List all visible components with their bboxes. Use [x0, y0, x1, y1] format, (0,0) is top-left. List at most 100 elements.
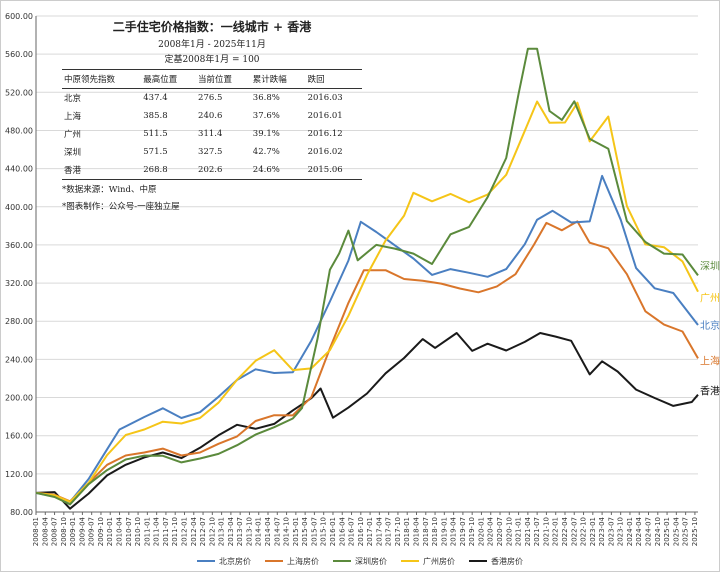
- x-tick-label: 2016-04: [338, 516, 346, 546]
- x-tick-label: 2024-07: [645, 517, 653, 546]
- x-tick-label: 2021-07: [533, 517, 541, 546]
- y-tick-label: 440.00: [5, 165, 33, 174]
- x-tick-label: 2020-01: [477, 517, 485, 546]
- x-axis: 2008-01 2008-04 2008-07 2008-10 2009-01 2009-…: [32, 511, 699, 546]
- x-tick-label: 2019-04: [450, 516, 458, 546]
- x-tick-label: 2019-10: [468, 517, 476, 546]
- table-row: 深圳 571.5 327.5 42.7% 2016.02: [62, 143, 362, 161]
- table-cell: 437.4: [143, 93, 168, 103]
- table-header: 最高位置: [141, 69, 197, 89]
- chart-title: 二手住宅价格指数：一线城市 + 香港: [112, 20, 312, 34]
- x-tick-label: 2023-10: [617, 517, 625, 546]
- table-header-row: 中原领先指数 最高位置 当前位置 累计跌幅 跌回: [62, 69, 362, 89]
- x-tick-label: 2014-04: [264, 516, 272, 546]
- y-tick-label: 80.00: [10, 508, 33, 517]
- legend-label: 香港房价: [491, 556, 523, 566]
- summary-table: 中原领先指数 最高位置 当前位置 累计跌幅 跌回 北京 437.4 276.5 …: [62, 69, 362, 180]
- source-note: *数据来源：Wind、中原: [62, 185, 157, 195]
- table-cell: 39.1%: [252, 129, 280, 139]
- table-cell: 2016.02: [307, 147, 343, 157]
- y-tick-label: 560.00: [5, 50, 33, 59]
- table-cell: 深圳: [64, 148, 82, 158]
- series-end-label: 广州: [700, 293, 720, 305]
- x-tick-label: 2011-04: [153, 516, 161, 546]
- x-tick-label: 2022-10: [580, 517, 588, 546]
- x-tick-label: 2024-04: [635, 516, 643, 546]
- legend-label: 广州房价: [423, 556, 455, 566]
- table-header: 跌回: [305, 69, 362, 89]
- x-tick-label: 2020-07: [496, 517, 504, 546]
- x-tick-label: 2014-01: [255, 517, 263, 546]
- info-panel: 二手住宅价格指数：一线城市 + 香港 2008年1月 - 2025年11月 定基…: [62, 18, 362, 214]
- x-tick-label: 2018-01: [403, 517, 411, 546]
- x-tick-label: 2025-01: [663, 517, 671, 546]
- x-tick-label: 2013-07: [236, 517, 244, 546]
- x-tick-label: 2021-04: [524, 516, 532, 546]
- y-tick-label: 280.00: [5, 317, 33, 326]
- x-tick-label: 2021-10: [542, 517, 550, 546]
- table-cell: 42.7%: [252, 147, 280, 157]
- x-tick-label: 2012-10: [208, 517, 216, 546]
- x-tick-label: 2008-07: [51, 517, 59, 546]
- x-tick-label: 2020-10: [505, 517, 513, 546]
- x-tick-label: 2012-07: [199, 517, 207, 546]
- chart-subtitle: 2008年1月 - 2025年11月: [158, 40, 266, 50]
- y-tick-label: 200.00: [5, 394, 33, 403]
- table-cell: 276.5: [198, 93, 223, 103]
- x-tick-label: 2022-04: [561, 516, 569, 546]
- x-tick-label: 2022-01: [552, 517, 560, 546]
- x-tick-label: 2014-10: [283, 517, 291, 546]
- series-end-label: 上海: [700, 354, 720, 367]
- x-tick-label: 2025-10: [691, 517, 699, 546]
- legend-item: 香港房价: [469, 554, 523, 568]
- y-tick-label: 120.00: [5, 470, 33, 479]
- x-tick-label: 2025-07: [682, 517, 690, 546]
- x-tick-label: 2015-10: [320, 517, 328, 546]
- x-tick-label: 2020-04: [487, 516, 495, 546]
- table-header: 中原领先指数: [62, 69, 142, 89]
- table-header: 当前位置: [196, 69, 251, 89]
- x-tick-label: 2009-01: [69, 517, 77, 546]
- table-cell: 511.5: [143, 129, 168, 139]
- x-tick-label: 2021-01: [515, 517, 523, 546]
- table-cell: 2016.01: [307, 111, 343, 121]
- grid-layer: [36, 15, 698, 513]
- y-tick-label: 240.00: [5, 355, 33, 364]
- x-tick-label: 2011-10: [171, 517, 179, 546]
- x-tick-label: 2013-04: [227, 516, 235, 546]
- series-line: [35, 47, 699, 506]
- x-tick-label: 2010-04: [116, 516, 124, 546]
- legend: 北京房价 上海房价 深圳房价 广州房价 香港房价: [0, 554, 720, 568]
- table-row: 香港 268.8 202.6 24.6% 2015.06: [62, 161, 362, 180]
- table-cell: 香港: [62, 161, 142, 180]
- table-cell: 240.6: [198, 111, 223, 121]
- x-tick-label: 2014-07: [273, 517, 281, 546]
- x-tick-label: 2017-04: [375, 516, 383, 546]
- x-tick-label: 2009-10: [97, 517, 105, 546]
- x-tick-label: 2016-01: [329, 517, 337, 546]
- legend-item: 北京房价: [197, 554, 251, 568]
- x-tick-label: 2025-04: [672, 516, 680, 546]
- table-cell: 广州: [64, 130, 82, 140]
- x-tick-label: 2013-10: [245, 517, 253, 546]
- legend-item: 广州房价: [401, 554, 455, 568]
- table-cell: 311.4: [198, 129, 223, 139]
- table-cell: 327.5: [198, 147, 223, 157]
- x-tick-label: 2018-10: [431, 517, 439, 546]
- series-end-label: 香港: [700, 386, 720, 398]
- x-tick-label: 2023-04: [598, 516, 606, 546]
- table-cell: 36.8%: [252, 93, 280, 103]
- x-tick-label: 2015-04: [301, 516, 309, 546]
- legend-item: 上海房价: [265, 554, 319, 568]
- table-cell: 2016.12: [307, 129, 343, 139]
- x-tick-label: 2017-01: [366, 517, 374, 546]
- author-note: *图表制作：公众号-一座独立屋: [62, 202, 180, 212]
- legend-label: 上海房价: [287, 556, 319, 566]
- y-tick-label: 400.00: [5, 203, 33, 212]
- legend-swatch: [197, 560, 215, 562]
- table-cell: 2016.03: [307, 93, 343, 103]
- x-tick-label: 2015-01: [292, 517, 300, 546]
- x-tick-label: 2019-01: [440, 517, 448, 546]
- x-tick-label: 2009-04: [78, 516, 86, 546]
